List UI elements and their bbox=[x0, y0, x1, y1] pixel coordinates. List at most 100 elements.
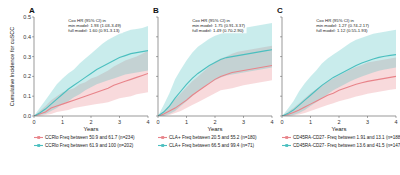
panel-label: B bbox=[153, 6, 159, 15]
line bbox=[282, 76, 396, 116]
y-axis bbox=[34, 17, 35, 116]
legend-swatch-marker bbox=[285, 144, 288, 147]
legend-label: CCRlo Freq between 61.9 and 100 (n=202) bbox=[45, 143, 134, 148]
line bbox=[282, 55, 396, 116]
x-axis-label: Years bbox=[207, 126, 222, 132]
annotation: Cox HR (95% CI) inmin model: 1.93 (1.03-… bbox=[67, 17, 122, 33]
annotation: Cox HR (95% CI) inmin model: 1.75 (0.91-… bbox=[191, 17, 246, 33]
x-tick bbox=[91, 116, 92, 118]
line bbox=[158, 50, 272, 116]
legend-label: CLA+ Freq between 66.5 and 99.4 (n=71) bbox=[169, 143, 255, 148]
legend-swatch-line bbox=[282, 137, 291, 138]
legend-swatch-marker bbox=[37, 136, 40, 139]
annotation-line: full model: 1.12 (0.55-1.93) bbox=[316, 28, 368, 33]
y-tick bbox=[156, 36, 158, 37]
x-tick-label: 0 bbox=[156, 119, 159, 125]
legend-label: CLA+ Freq between 20.5 and 55.2 (n=180) bbox=[169, 135, 257, 140]
legend-swatch-marker bbox=[161, 144, 164, 147]
legend-swatch-marker bbox=[161, 136, 164, 139]
plot-area bbox=[34, 26, 148, 116]
legend: CCRlo Freq between 50.9 and 61.7 (n=234)… bbox=[34, 135, 135, 148]
y-tick bbox=[280, 36, 282, 37]
plot-area bbox=[158, 23, 272, 116]
y-tick bbox=[32, 17, 34, 18]
annotation-background bbox=[67, 17, 122, 33]
y-tick bbox=[156, 56, 158, 57]
y-axis bbox=[158, 17, 159, 116]
y-tick bbox=[32, 76, 34, 77]
x-tick-label: 1 bbox=[61, 119, 64, 125]
x-tick bbox=[272, 116, 273, 118]
legend-label: CD45RA-CD27- Freq between 13.6 and 41.5 … bbox=[293, 143, 400, 148]
x-axis-label: Years bbox=[331, 126, 346, 132]
legend-swatch-line bbox=[158, 145, 167, 146]
x-tick bbox=[62, 116, 63, 118]
annotation: Cox HR (95% CI) inmin model: 1.27 (0.74-… bbox=[315, 17, 370, 33]
y-tick bbox=[32, 56, 34, 57]
x-tick bbox=[148, 116, 149, 118]
x-tick bbox=[396, 116, 397, 118]
y-tick bbox=[32, 96, 34, 97]
legend-swatch-line bbox=[282, 145, 291, 146]
panel-label: C bbox=[277, 6, 283, 15]
y-tick bbox=[32, 36, 34, 37]
x-tick bbox=[339, 116, 340, 118]
x-tick bbox=[158, 116, 159, 118]
panel: 0 1 2 3 4 Years B Cox HR (95% CI) inmin model: … bbox=[153, 6, 274, 148]
legend-label: CD45RA-CD27- Freq between 1.91 and 13.1 … bbox=[293, 135, 400, 140]
annotation-background bbox=[315, 17, 370, 33]
legend-swatch-line bbox=[34, 145, 43, 146]
y-tick bbox=[280, 56, 282, 57]
legend-swatch-marker bbox=[37, 144, 40, 147]
x-tick bbox=[243, 116, 244, 118]
y-tick bbox=[156, 96, 158, 97]
annotation-line: full model: 1.60 (0.91-3.13) bbox=[68, 28, 120, 33]
x-tick-label: 4 bbox=[270, 119, 273, 125]
x-tick bbox=[215, 116, 216, 118]
line bbox=[158, 66, 272, 116]
legend-swatch-line bbox=[158, 137, 167, 138]
confidence-band bbox=[282, 30, 396, 116]
y-tick-label: 0.4 bbox=[23, 34, 31, 40]
plot-area bbox=[282, 30, 396, 116]
x-tick bbox=[310, 116, 311, 118]
confidence-band bbox=[34, 26, 148, 116]
x-tick bbox=[367, 116, 368, 118]
y-axis bbox=[282, 17, 283, 116]
y-tick bbox=[280, 96, 282, 97]
x-tick-label: 3 bbox=[118, 119, 121, 125]
legend-swatch-marker bbox=[285, 136, 288, 139]
x-tick-label: 1 bbox=[309, 119, 312, 125]
y-tick-label: 0.3 bbox=[23, 54, 31, 60]
y-tick bbox=[280, 17, 282, 18]
y-tick-label: 0.1 bbox=[23, 93, 31, 99]
annotation-background bbox=[191, 17, 246, 33]
y-tick-label: 0.2 bbox=[23, 73, 31, 79]
x-tick-label: 3 bbox=[366, 119, 369, 125]
panel-label: A bbox=[29, 6, 35, 15]
x-tick-label: 2 bbox=[337, 119, 340, 125]
annotation-line: full model: 1.49 (0.70-2.90) bbox=[192, 28, 244, 33]
y-tick bbox=[280, 116, 282, 117]
panel: 012340.00.10.20.30.40.5YearsCumulative I… bbox=[9, 6, 150, 148]
x-tick bbox=[119, 116, 120, 118]
x-tick bbox=[282, 116, 283, 118]
x-tick bbox=[186, 116, 187, 118]
y-tick bbox=[156, 116, 158, 117]
x-tick-label: 1 bbox=[185, 119, 188, 125]
x-axis-label: Years bbox=[83, 126, 98, 132]
legend: CD45RA-CD27- Freq between 1.91 and 13.1 … bbox=[282, 135, 400, 148]
y-tick bbox=[32, 116, 34, 117]
y-tick bbox=[156, 76, 158, 77]
line bbox=[34, 51, 148, 116]
x-tick-label: 3 bbox=[242, 119, 245, 125]
y-tick bbox=[280, 76, 282, 77]
x-tick-label: 2 bbox=[213, 119, 216, 125]
y-tick bbox=[156, 17, 158, 18]
legend-label: CCRlo Freq between 50.9 and 61.7 (n=234) bbox=[45, 135, 135, 140]
panel: 01234YearsCCox HR (95% CI) inmin model: … bbox=[277, 6, 400, 148]
legend: CLA+ Freq between 20.5 and 55.2 (n=180) C… bbox=[158, 135, 257, 148]
confidence-band bbox=[158, 23, 272, 116]
figure: 012340.00.10.20.30.40.5YearsCumulative I… bbox=[0, 0, 400, 175]
y-axis-label: Cumulative Incidence for cuSCC bbox=[9, 27, 15, 107]
